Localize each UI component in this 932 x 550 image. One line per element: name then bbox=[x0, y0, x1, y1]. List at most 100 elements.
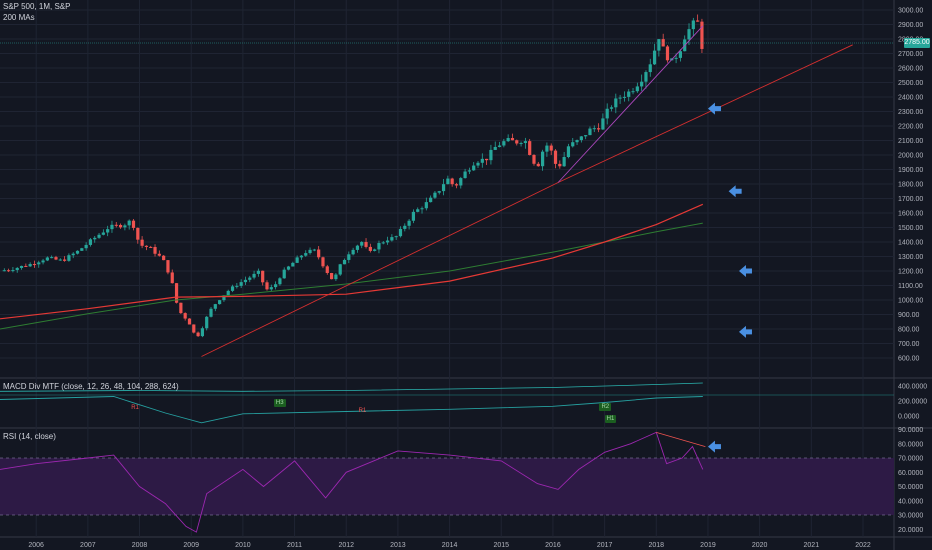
candle-body bbox=[157, 253, 161, 256]
candle-body bbox=[334, 274, 338, 280]
ma-red-line bbox=[0, 203, 704, 320]
time-tick-label: 2008 bbox=[132, 542, 148, 549]
rsi-tick-label: 40.0000 bbox=[898, 498, 923, 505]
candle-body bbox=[519, 143, 523, 145]
candle-body bbox=[226, 290, 230, 296]
candle-body bbox=[377, 243, 381, 250]
candle-body bbox=[291, 262, 295, 267]
candle-body bbox=[450, 178, 454, 185]
candle-body bbox=[88, 239, 93, 245]
candle-body bbox=[631, 91, 635, 93]
rsi-tick-label: 50.0000 bbox=[898, 484, 923, 491]
candle-body bbox=[446, 178, 450, 185]
macd-divergence-badge: R2 bbox=[599, 403, 612, 411]
candle-body bbox=[114, 224, 118, 226]
candle-body bbox=[351, 249, 355, 255]
time-tick-label: 2016 bbox=[545, 542, 561, 549]
candle-body bbox=[312, 249, 316, 251]
candle-body bbox=[549, 145, 553, 151]
price-tick-label: 2000.00 bbox=[898, 153, 923, 160]
candle-body bbox=[562, 157, 566, 167]
candle-body bbox=[7, 270, 11, 272]
candle-body bbox=[558, 163, 562, 167]
candle-body bbox=[665, 46, 670, 61]
last-price-tag: 2785.00 bbox=[904, 38, 930, 48]
candle-body bbox=[325, 266, 329, 273]
candle-body bbox=[640, 81, 644, 87]
candle-body bbox=[420, 208, 424, 210]
candle-body bbox=[32, 264, 37, 266]
candle-body bbox=[304, 253, 308, 256]
candle-body bbox=[390, 237, 394, 241]
ma-green-line bbox=[0, 222, 703, 330]
candle-body bbox=[41, 260, 45, 263]
candle-body bbox=[243, 279, 248, 283]
annotation-arrow-icon bbox=[738, 265, 752, 277]
candle-body bbox=[385, 240, 390, 243]
candle-body bbox=[424, 202, 428, 209]
candle-body bbox=[37, 262, 41, 265]
candle-body bbox=[67, 255, 71, 261]
candle-body bbox=[170, 272, 174, 284]
price-tick-label: 1000.00 bbox=[898, 298, 923, 305]
candle-body bbox=[627, 91, 631, 97]
rsi-tick-label: 80.0000 bbox=[898, 441, 923, 448]
macd-tick-label: 200.0000 bbox=[898, 399, 927, 406]
candle-body bbox=[536, 163, 540, 167]
macd-line bbox=[0, 396, 703, 424]
candle-body bbox=[192, 324, 196, 333]
chart-subtitle: 200 MAs bbox=[3, 13, 35, 22]
candle-body bbox=[364, 242, 368, 247]
price-tick-label: 700.00 bbox=[898, 341, 920, 348]
candle-body bbox=[355, 245, 360, 250]
candle-body bbox=[657, 39, 661, 51]
candle-body bbox=[584, 135, 588, 137]
price-tick-label: 600.00 bbox=[898, 356, 920, 363]
annotation-arrow-icon bbox=[728, 185, 742, 198]
candle-body bbox=[381, 242, 385, 244]
rsi-tick-label: 60.0000 bbox=[898, 470, 923, 477]
candle-body bbox=[196, 332, 200, 337]
annotation-arrow-icon bbox=[707, 102, 721, 115]
candle-body bbox=[265, 282, 269, 290]
candle-body bbox=[213, 304, 217, 309]
candle-body bbox=[497, 145, 502, 147]
candle-body bbox=[140, 239, 144, 246]
candle-body bbox=[101, 232, 105, 235]
candle-body bbox=[368, 246, 372, 251]
time-tick-label: 2017 bbox=[597, 542, 613, 549]
candle-body bbox=[239, 282, 243, 286]
candle-body bbox=[467, 170, 471, 172]
rsi-pane bbox=[0, 431, 894, 533]
candle-body bbox=[652, 50, 657, 65]
candle-body bbox=[394, 236, 398, 238]
candle-body bbox=[93, 237, 97, 240]
candle-body bbox=[644, 72, 648, 82]
candle-body bbox=[218, 300, 222, 305]
candle-body bbox=[696, 20, 700, 22]
price-tick-label: 3000.00 bbox=[898, 8, 923, 15]
candle-body bbox=[183, 313, 187, 319]
candle-body bbox=[553, 150, 558, 164]
candle-body bbox=[605, 108, 609, 119]
macd-divergence-badge: H3 bbox=[273, 399, 286, 407]
candle-body bbox=[472, 165, 476, 171]
rsi-tick-label: 90.0000 bbox=[898, 427, 923, 434]
candle-body bbox=[342, 259, 347, 265]
candle-body bbox=[398, 228, 403, 237]
time-tick-label: 2015 bbox=[493, 542, 509, 549]
time-tick-label: 2013 bbox=[390, 542, 406, 549]
candle-body bbox=[278, 278, 282, 285]
candle-body bbox=[618, 97, 622, 99]
macd-divergence-badge: R1 bbox=[131, 405, 139, 411]
candle-body bbox=[80, 248, 84, 251]
candle-body bbox=[252, 273, 256, 278]
candle-body bbox=[308, 249, 312, 254]
candle-body bbox=[110, 224, 114, 230]
candle-body bbox=[62, 259, 67, 261]
time-tick-label: 2010 bbox=[235, 542, 251, 549]
time-tick-label: 2019 bbox=[700, 542, 716, 549]
candle-body bbox=[84, 244, 88, 249]
candle-body bbox=[97, 234, 101, 238]
